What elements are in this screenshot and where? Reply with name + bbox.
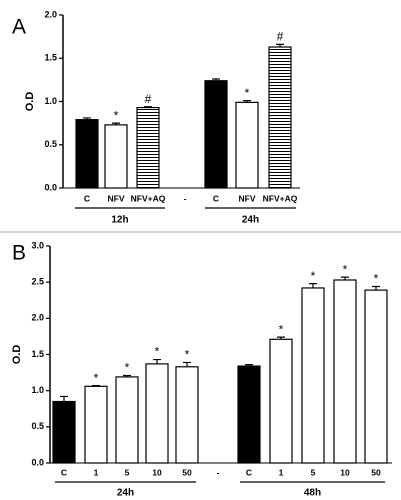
significance-marker: * [374,272,379,286]
significance-marker: * [343,262,348,276]
error-bar [123,374,131,377]
y-tick-label: 3.0 [31,240,44,250]
error-bar [309,283,317,288]
bar [75,119,99,189]
x-tick-label: C [84,193,90,203]
error-bar [341,276,349,280]
y-tick-label: 2.5 [31,277,44,287]
bar [269,338,293,464]
error-bar [276,43,284,48]
bar [175,366,199,464]
x-tick-label: NFV [239,193,256,203]
bar [268,46,292,189]
significance-marker: * [245,86,250,100]
bar [84,385,108,464]
error-bar [112,122,120,125]
error-bar [60,395,68,402]
x-tick-label: NFV+AQ [263,193,298,203]
bar [136,106,160,189]
bar [145,363,169,464]
significance-marker: * [279,322,284,336]
error-bar [277,336,285,340]
x-tick-label: 5 [125,467,130,477]
bar [237,365,261,464]
x-tick-label: 1 [94,467,99,477]
bar [235,101,259,189]
y-tick-label: 1.0 [31,385,44,395]
x-tick-label: NFV [108,193,125,203]
error-bar [245,364,253,367]
x-tick-label: 50 [182,467,192,477]
x-tick-label: - [184,193,187,203]
panel-label: B [12,242,26,265]
error-bar [144,106,152,108]
significance-marker: * [311,269,316,283]
significance-marker: # [277,30,284,44]
bar [104,124,128,189]
error-bar [183,361,191,367]
x-tick-label: C [61,467,67,477]
x-tick-label: - [217,467,220,477]
error-bar [212,78,220,81]
x-tick-label: 10 [152,467,162,477]
significance-marker: * [114,108,119,122]
group-label: 24h [242,215,259,226]
y-tick-label: 1.5 [44,53,57,63]
bar [204,80,228,189]
y-tick-label: 0.0 [31,457,44,467]
bar [52,400,76,464]
group-label: 48h [304,488,321,499]
error-bar [243,100,251,103]
bar [333,279,357,464]
y-tick-label: 0.5 [44,139,57,149]
bar [301,287,325,464]
significance-marker: * [185,348,190,362]
y-tick-label: 1.5 [31,349,44,359]
y-tick-label: 2.0 [31,313,44,323]
x-tick-label: 5 [311,467,316,477]
error-bar [372,285,380,291]
x-tick-label: 10 [340,467,350,477]
bar [364,289,388,464]
error-bar [92,385,100,387]
significance-marker: # [145,92,152,106]
x-tick-label: NFV+AQ [131,193,166,203]
significance-marker: * [125,361,130,375]
y-axis-label: O.D [24,92,36,112]
error-bar [83,117,91,120]
y-tick-label: 2.0 [44,9,57,19]
y-axis-label: O.D [11,345,23,365]
x-tick-label: 1 [279,467,284,477]
panel-label: A [12,16,26,39]
bar [115,376,139,464]
group-label: 24h [117,488,134,499]
x-tick-label: C [246,467,252,477]
x-tick-label: C [213,193,219,203]
y-tick-label: 0.5 [31,421,44,431]
significance-marker: * [155,345,160,359]
significance-marker: * [94,371,99,385]
y-tick-label: 1.0 [44,96,57,106]
group-label: 12h [111,215,128,226]
error-bar [153,358,161,364]
x-tick-label: 50 [371,467,381,477]
y-tick-label: 0.0 [44,182,57,192]
